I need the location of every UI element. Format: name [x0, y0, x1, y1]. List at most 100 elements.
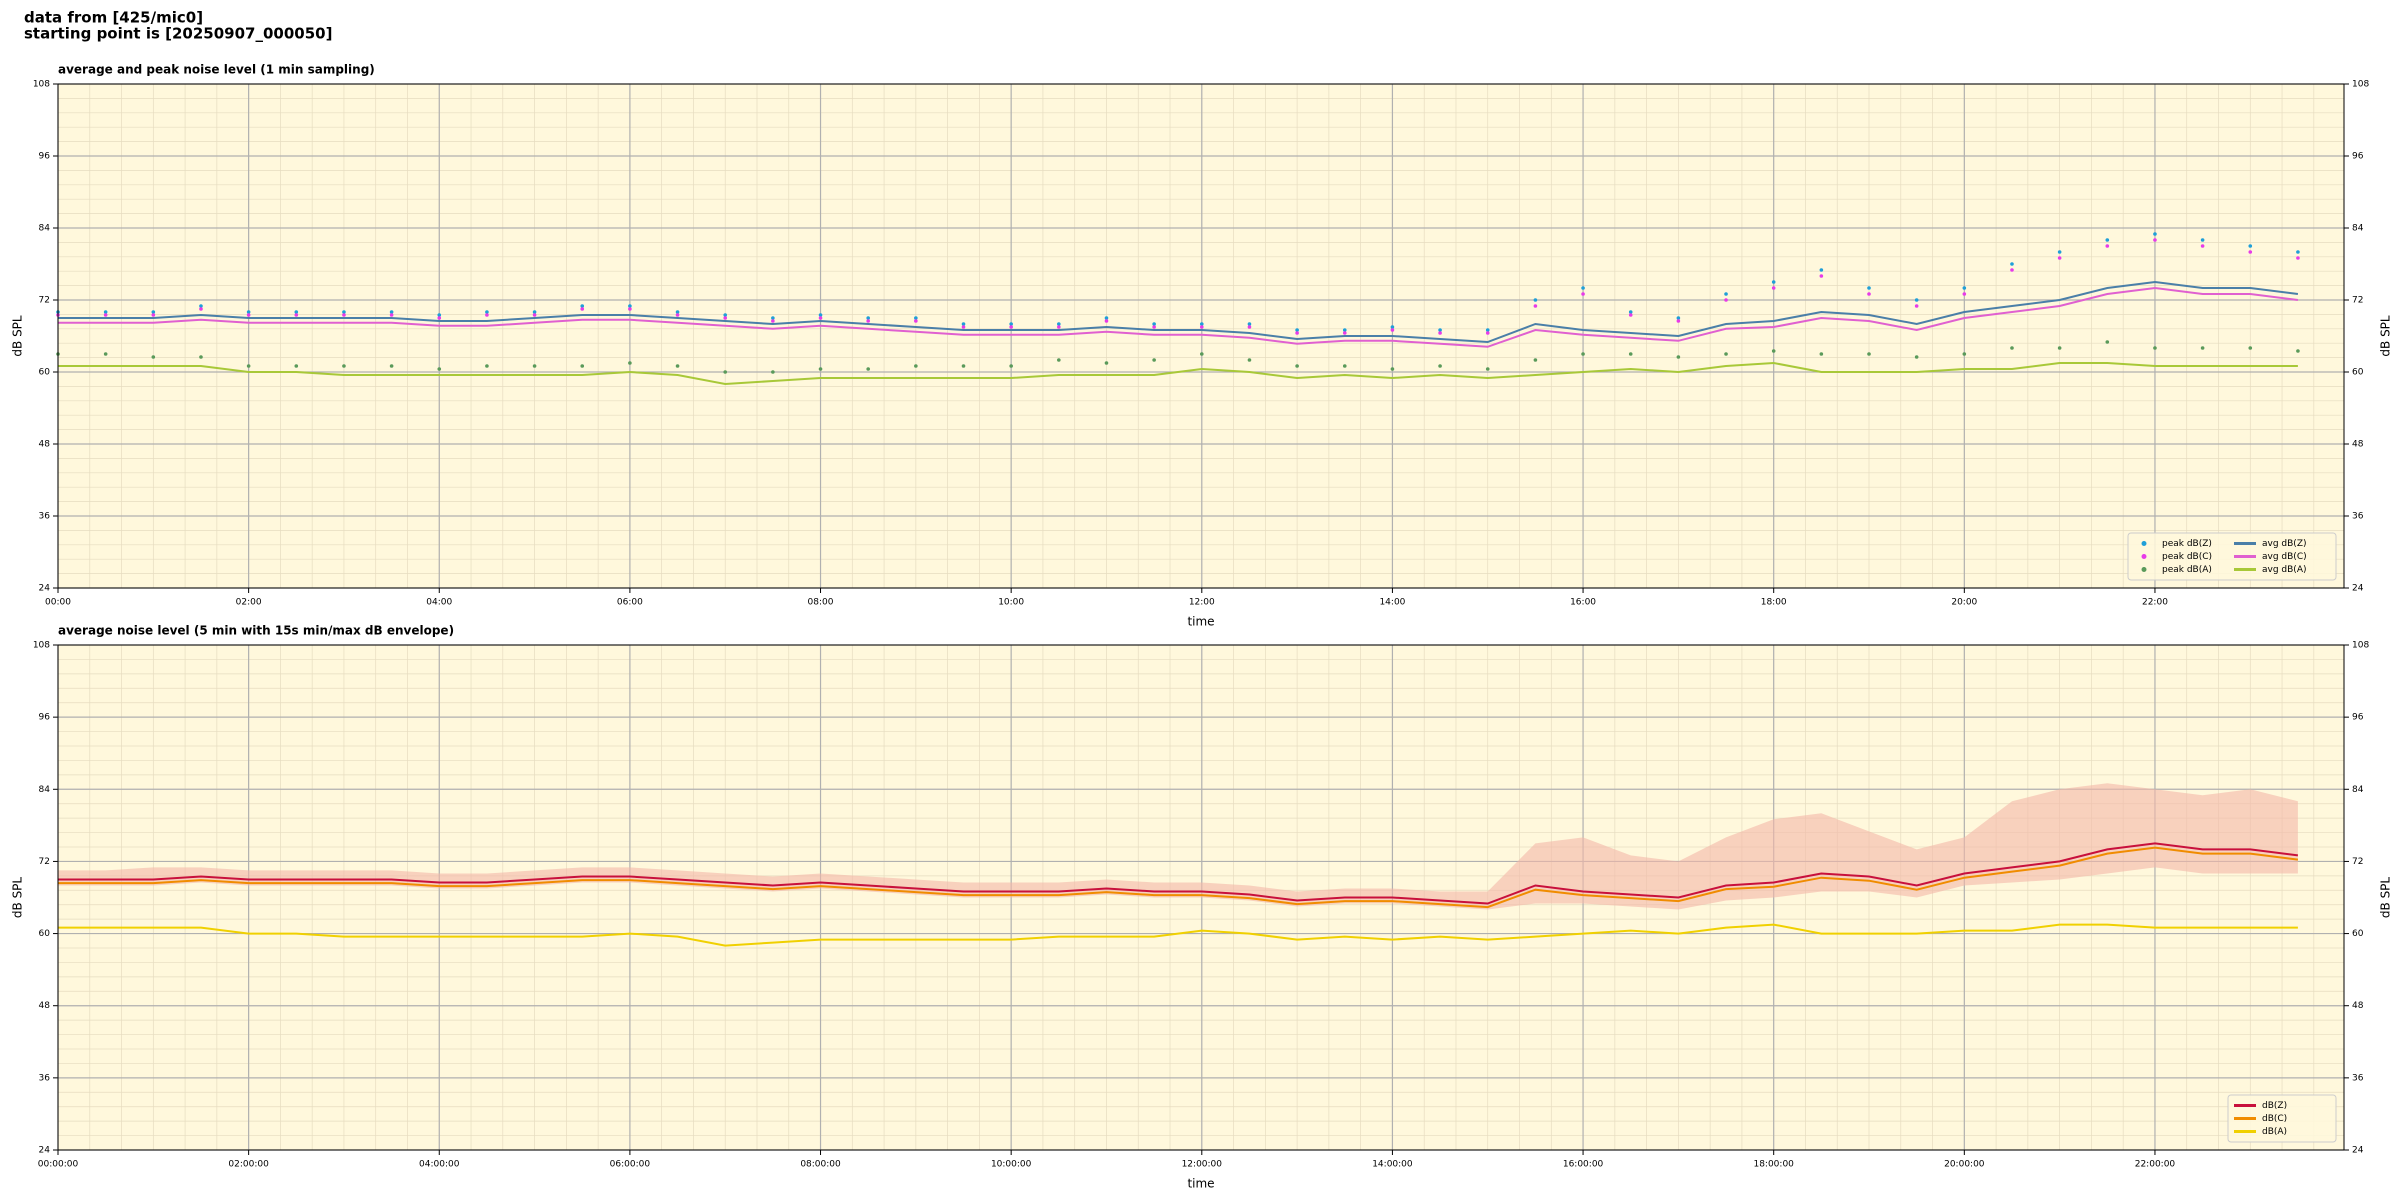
- x-tick-label: 10:00:00: [991, 1160, 1032, 1170]
- peak-point: [2057, 250, 2062, 254]
- peak-point: [675, 364, 680, 368]
- peak-point: [151, 313, 156, 317]
- peak-point: [246, 310, 251, 314]
- x-tick-label: 22:00:00: [2135, 1160, 2176, 1170]
- x-tick-label: 08:00:00: [800, 1160, 841, 1170]
- peak-point: [771, 319, 775, 323]
- peak-point: [1914, 355, 1919, 359]
- peak-point: [1104, 319, 1109, 323]
- x-tick-label: 20:00: [1951, 598, 1977, 608]
- x-tick-label: 16:00:00: [1563, 1160, 1604, 1170]
- peak-point: [294, 364, 299, 368]
- series-line: [58, 286, 2299, 348]
- y-tick-label: 96: [39, 713, 51, 723]
- peak-point: [1009, 364, 1013, 368]
- plot-frame: [57, 644, 2345, 1151]
- y-tick-label: 60: [39, 368, 51, 378]
- x-tick-label: 02:00: [236, 598, 262, 608]
- peak-point: [723, 370, 728, 374]
- peak-point: [1962, 286, 1967, 290]
- legend-label: dB(C): [2262, 1114, 2287, 1124]
- peak-point: [1676, 319, 1681, 323]
- peak-point: [485, 310, 489, 314]
- peak-point: [961, 325, 966, 329]
- header-line: starting point is [20250907_000050]: [24, 25, 332, 43]
- peak-point: [1676, 355, 1681, 359]
- peak-point: [2057, 256, 2062, 260]
- x-axis-label: time: [1187, 615, 1214, 629]
- x-tick-label: 12:00:00: [1182, 1160, 1223, 1170]
- x-tick-label: 12:00: [1189, 598, 1215, 608]
- peak-point: [246, 313, 251, 317]
- peak-point: [1485, 331, 1490, 335]
- y-tick-label: 60: [2352, 368, 2364, 378]
- series-line: [58, 923, 2298, 947]
- peak-point: [2010, 268, 2014, 272]
- x-tick-label: 18:00:00: [1753, 1160, 1794, 1170]
- peak-point: [1819, 268, 1824, 272]
- peak-point: [2248, 244, 2253, 248]
- peak-point: [580, 307, 585, 311]
- y-tick-label: 96: [2352, 713, 2364, 723]
- peak-point: [1533, 298, 1538, 302]
- peak-point: [818, 316, 823, 320]
- peak-point: [2153, 238, 2157, 242]
- legend-marker: [2141, 554, 2147, 559]
- peak-point: [1724, 352, 1728, 356]
- peak-point: [1295, 364, 1299, 368]
- peak-point: [2153, 346, 2157, 350]
- peak-point: [199, 307, 203, 311]
- peak-point: [1533, 358, 1538, 362]
- peak-point: [2010, 262, 2014, 266]
- peak-point: [2057, 346, 2062, 350]
- chart-title: average noise level (5 min with 15s min/…: [58, 624, 454, 638]
- peak-point: [914, 319, 918, 323]
- peak-point: [1962, 352, 1967, 356]
- y-tick-label: 48: [2352, 440, 2364, 450]
- x-tick-label: 14:00:00: [1372, 1160, 1413, 1170]
- peak-point: [2010, 346, 2014, 350]
- y-tick-label: 24: [2352, 1146, 2364, 1156]
- plot-frame: [57, 83, 2345, 589]
- peak-point: [1867, 292, 1871, 296]
- peak-point: [2248, 346, 2253, 350]
- peak-point: [1199, 352, 1204, 356]
- peak-point: [1057, 322, 1061, 326]
- peak-point: [1438, 331, 1442, 335]
- y-tick-label: 84: [2352, 224, 2364, 234]
- x-tick-label: 06:00:00: [610, 1160, 651, 1170]
- peak-point: [1295, 328, 1299, 332]
- peak-point: [1390, 367, 1395, 371]
- peak-point: [437, 367, 442, 371]
- legend-box: [2127, 532, 2337, 581]
- peak-point: [1104, 316, 1109, 320]
- peak-point: [2153, 232, 2157, 236]
- peak-point: [1152, 358, 1156, 362]
- peak-point: [1914, 304, 1919, 308]
- peak-point: [1295, 331, 1299, 335]
- y-tick-label: 84: [2352, 785, 2364, 795]
- legend-label: peak dB(Z): [2162, 539, 2212, 549]
- peak-point: [1009, 322, 1013, 326]
- y-tick-label: 36: [2352, 512, 2364, 522]
- peak-point: [151, 310, 156, 314]
- peak-point: [1199, 322, 1204, 326]
- legend-label: peak dB(A): [2162, 565, 2212, 575]
- peak-point: [1057, 325, 1061, 329]
- y-tick-label: 84: [39, 785, 51, 795]
- plot-background: [58, 84, 2344, 588]
- peak-point: [1771, 280, 1776, 284]
- legend-label: avg dB(Z): [2262, 539, 2307, 549]
- y-tick-label: 72: [2352, 296, 2363, 306]
- x-tick-label: 06:00: [617, 598, 643, 608]
- y-tick-label: 48: [2352, 1001, 2364, 1011]
- peak-point: [1867, 286, 1871, 290]
- peak-point: [2200, 346, 2205, 350]
- peak-point: [1914, 298, 1919, 302]
- legend-label: dB(Z): [2262, 1101, 2287, 1111]
- peak-point: [914, 316, 918, 320]
- peak-point: [675, 313, 680, 317]
- peak-point: [485, 364, 489, 368]
- x-tick-label: 16:00: [1570, 598, 1596, 608]
- y-tick-label: 108: [33, 80, 50, 90]
